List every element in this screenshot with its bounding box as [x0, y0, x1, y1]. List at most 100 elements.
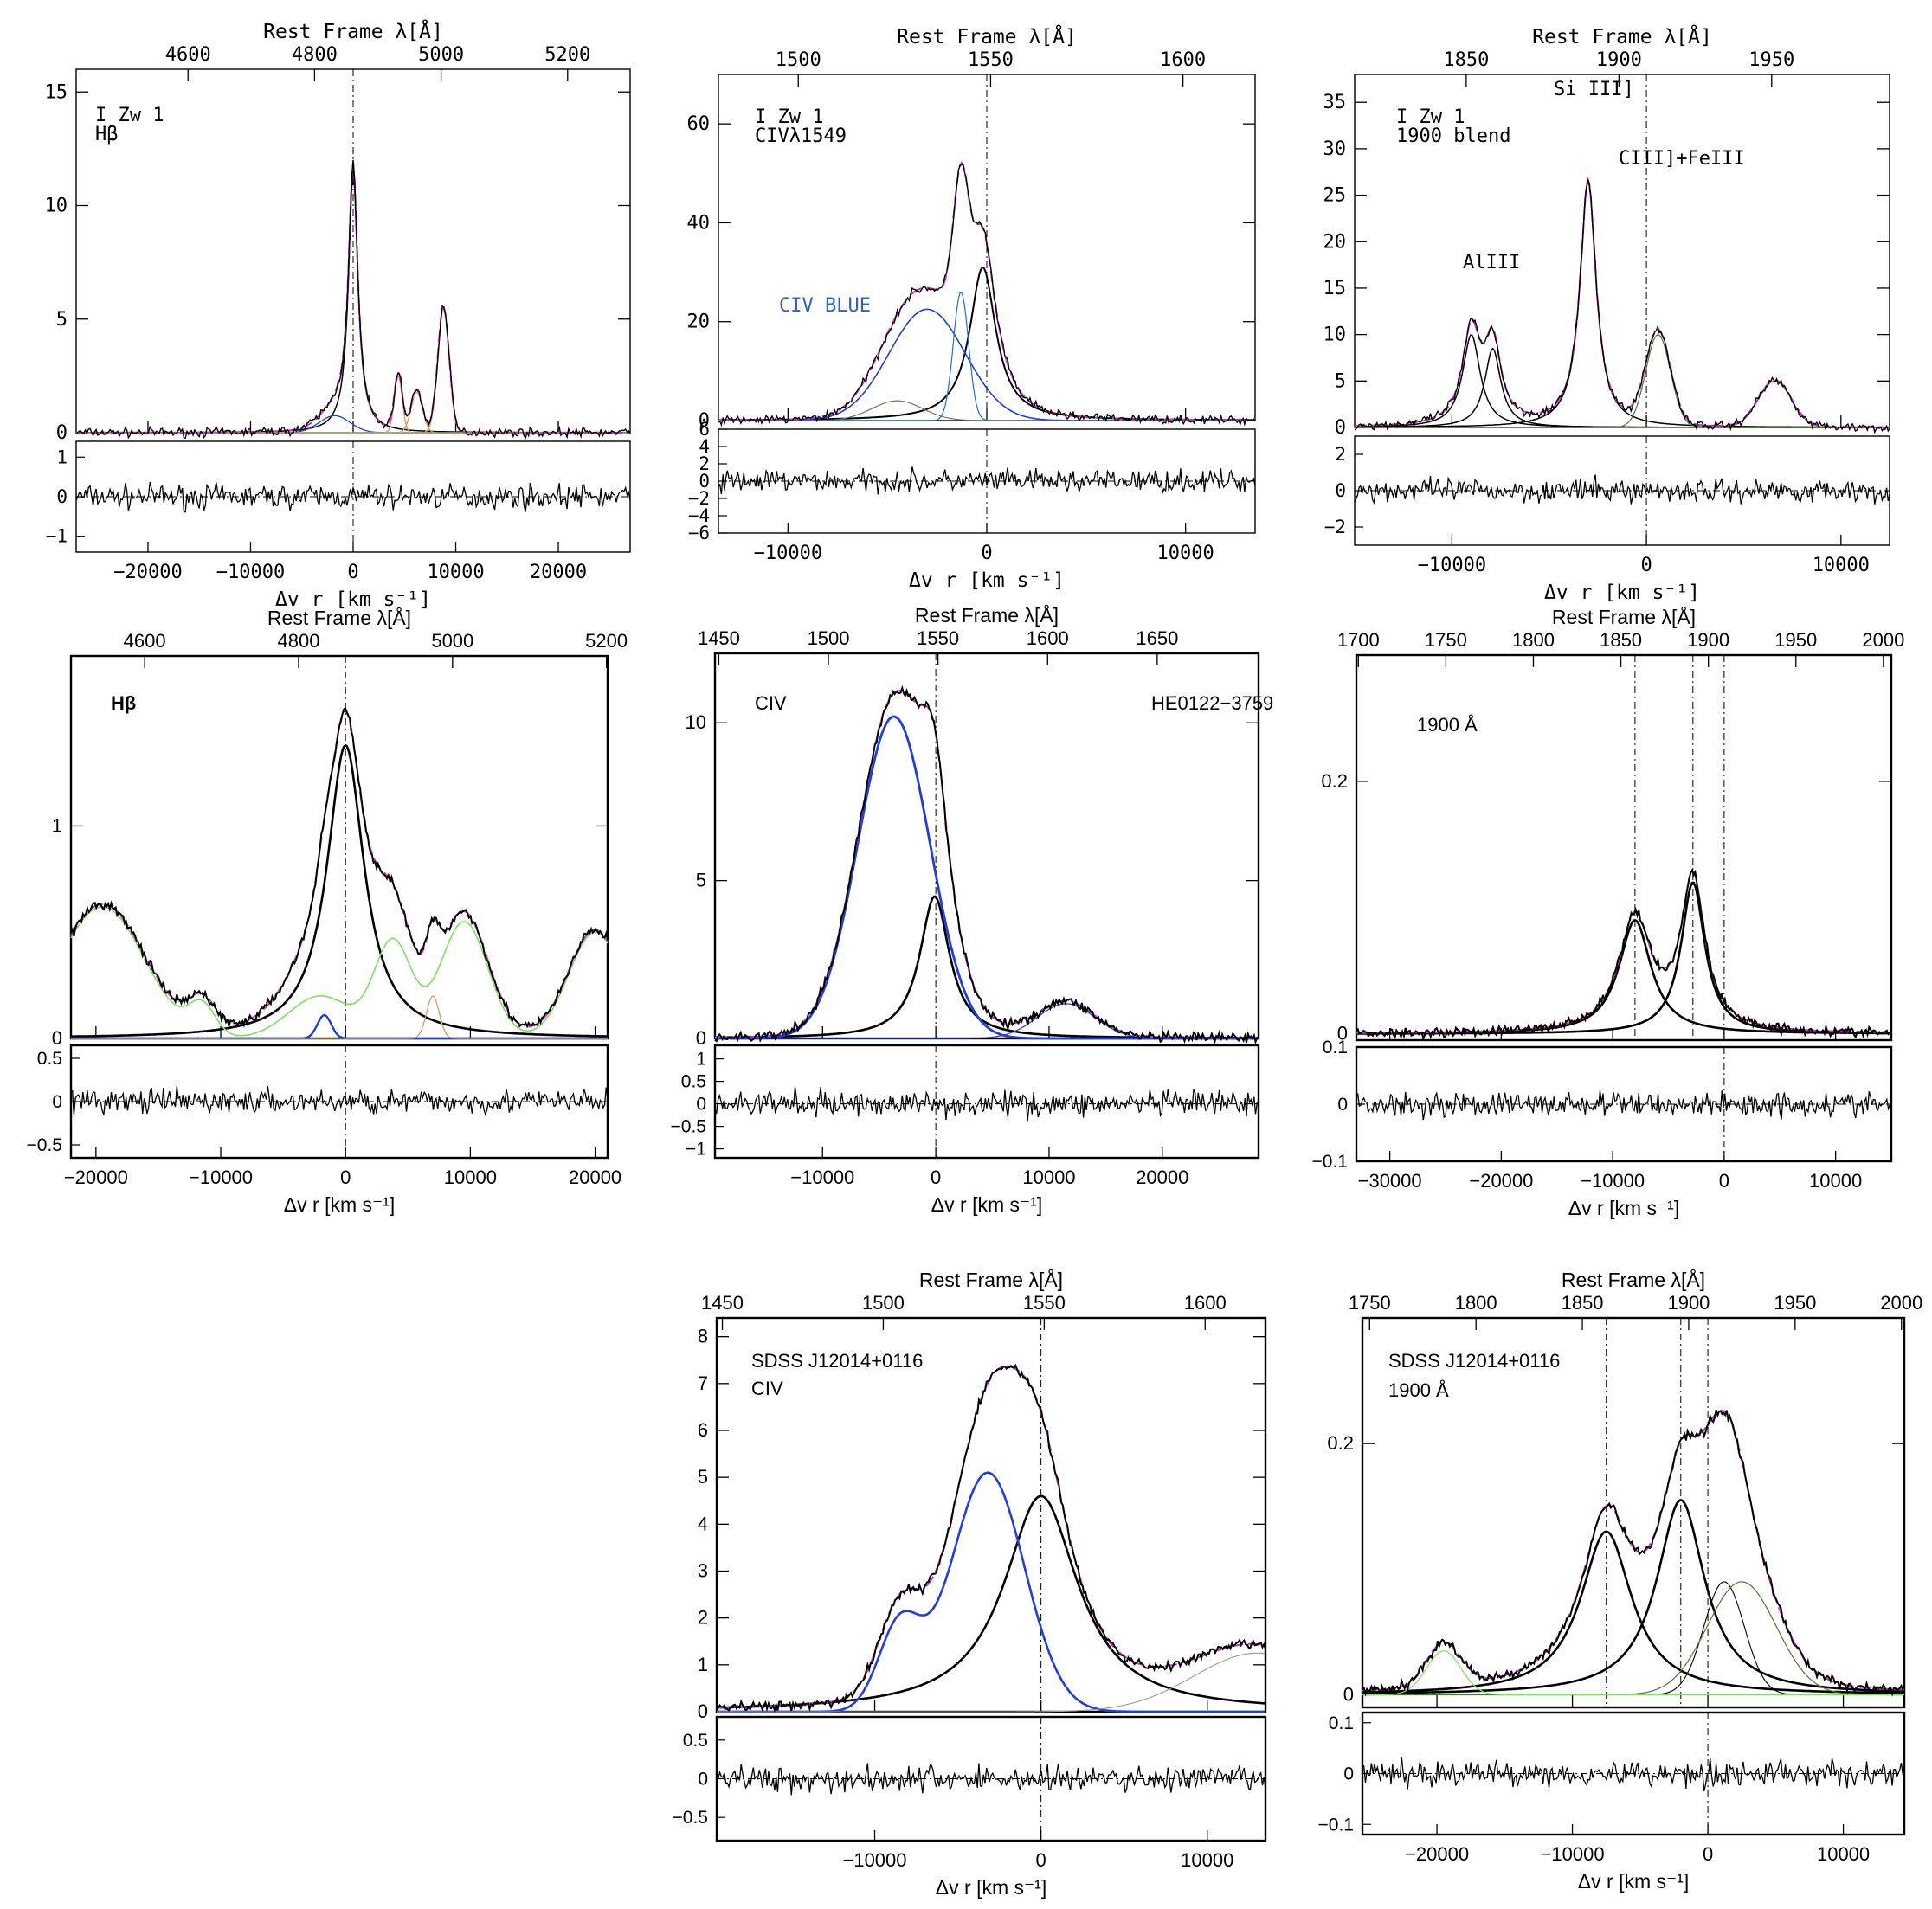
observed-spectrum: [714, 685, 1259, 1045]
main-frame: [69, 654, 609, 1040]
observed-spectrum: [1356, 868, 1892, 1042]
res-tick-label: 0: [1343, 1764, 1354, 1784]
y-tick-label: 20: [687, 312, 711, 333]
x-tick-label: 0: [1036, 1849, 1046, 1871]
annotation: SDSS J12014+0116: [751, 1350, 923, 1372]
top-tick-label: 1950: [1774, 1292, 1816, 1314]
x-tick-label: −10000: [842, 1849, 906, 1871]
annotation: 1900 Å: [1388, 1379, 1449, 1401]
y-tick-label: 10: [686, 711, 706, 733]
res-tick-label: 0: [52, 1092, 62, 1112]
panel-p8: −20000 −10000 0 10000 1750 1800 1850 1900 1950 20…: [1318, 1268, 1923, 1893]
x-tick-label: −30000: [1358, 1170, 1422, 1192]
residual-frame: [713, 1044, 1260, 1160]
bottom-axis-title: Δv r [km s⁻¹]: [1578, 1870, 1689, 1893]
top-tick-label: 5200: [585, 630, 628, 652]
res-tick-label: −1: [46, 526, 68, 547]
x-tick-label: 0: [1640, 555, 1652, 576]
observed-spectrum: [718, 162, 1256, 427]
res-tick-label: 0.5: [37, 1049, 62, 1069]
annotation: I Zw 1: [755, 106, 823, 128]
y-tick-label: 0: [699, 410, 710, 432]
component-aliii: [1362, 1530, 1904, 1694]
y-tick-label: 10: [45, 196, 68, 217]
x-tick-label: 0: [340, 1167, 351, 1188]
y-tick-label: 0: [1337, 1023, 1348, 1044]
x-tick-label: −10000: [790, 1167, 854, 1188]
top-tick-label: 1550: [968, 49, 1014, 71]
res-tick-label: 0.5: [681, 1072, 706, 1092]
res-tick-label: 0: [1335, 480, 1346, 501]
observed-spectrum: [70, 706, 609, 1030]
residual-spectrum: [1354, 474, 1890, 505]
top-tick-label: 1900: [1596, 49, 1642, 71]
y-tick-label: 2: [698, 1607, 708, 1629]
y-tick-label: 1: [698, 1654, 708, 1675]
residual-spectrum: [70, 1085, 609, 1116]
residual-spectrum: [714, 1086, 1259, 1122]
y-tick-label: 1: [52, 814, 62, 836]
main-frame: [1355, 653, 1893, 1042]
top-tick-label: 1900: [1667, 1292, 1710, 1314]
top-tick-label: 4600: [165, 44, 211, 66]
y-tick-label: 15: [1323, 278, 1347, 299]
residual-spectrum: [716, 1763, 1266, 1796]
top-axis-title: Rest Frame λ[Å]: [915, 603, 1059, 627]
model-fit: [715, 689, 1259, 1039]
model-fit: [1354, 176, 1890, 428]
x-tick-label: 0: [1719, 1170, 1729, 1192]
top-axis-title: Rest Frame λ[Å]: [1562, 1268, 1705, 1291]
model-fit: [1362, 1410, 1905, 1692]
x-tick-label: −10000: [216, 562, 285, 583]
panel-p1: −20000 −10000 0 10000 20000 4600 4800 5000 5200 R…: [45, 19, 631, 611]
y-tick-label: 5: [1335, 370, 1346, 392]
x-tick-label: −10000: [1581, 1170, 1645, 1192]
component-heii: [717, 1652, 1266, 1713]
component-siiii-: [1362, 1499, 1904, 1694]
res-tick-label: 2: [1335, 444, 1346, 465]
res-tick-label: 4: [699, 436, 710, 457]
y-tick-label: 0.2: [1321, 770, 1348, 792]
res-tick-label: 6: [699, 419, 710, 440]
res-tick-label: 2: [699, 453, 710, 474]
top-tick-label: 1750: [1349, 1292, 1391, 1314]
y-tick-label: 35: [1323, 92, 1347, 113]
panel-p6: −30000 −20000 −10000 0 10000 1700 1750 1800 1850…: [1312, 605, 1905, 1219]
y-tick-label: 5: [56, 309, 68, 331]
top-axis-title: Rest Frame λ[Å]: [919, 1268, 1063, 1291]
top-tick-label: 5000: [431, 630, 473, 652]
y-tick-label: 0: [696, 1027, 706, 1049]
top-tick-label: 2000: [1862, 629, 1904, 651]
res-tick-label: −0.5: [27, 1135, 62, 1155]
top-tick-label: 1600: [1027, 627, 1069, 649]
x-tick-label: 0: [931, 1167, 941, 1188]
annotation: CIV: [755, 692, 787, 714]
y-tick-label: 4: [698, 1513, 708, 1534]
top-tick-label: 5200: [544, 44, 590, 66]
res-tick-label: 0: [1337, 1095, 1348, 1115]
res-tick-label: −2: [688, 488, 710, 509]
x-tick-label: 20000: [530, 562, 587, 583]
res-tick-label: 0: [698, 1770, 708, 1790]
y-tick-label: 0: [56, 422, 68, 444]
x-tick-label: 20000: [569, 1167, 621, 1188]
res-tick-label: 0.5: [683, 1731, 708, 1751]
y-tick-label: 0: [1343, 1683, 1354, 1705]
x-tick-label: 10000: [1817, 1843, 1870, 1865]
top-tick-label: 1500: [776, 49, 821, 71]
annotation: Hβ: [95, 124, 119, 145]
y-tick-label: 0: [52, 1027, 62, 1049]
x-tick-label: 0: [1703, 1843, 1713, 1865]
annotation: 1900 Å: [1417, 714, 1478, 736]
x-tick-label: −10000: [189, 1167, 253, 1188]
y-tick-label: 10: [1323, 325, 1347, 346]
annotation: Si III]: [1554, 79, 1634, 100]
top-tick-label: 1650: [1136, 627, 1178, 649]
x-tick-label: 10000: [1022, 1167, 1075, 1188]
observed-spectrum: [1354, 179, 1890, 434]
component-bc: [715, 895, 1259, 1039]
res-tick-label: −0.1: [1318, 1815, 1354, 1835]
res-tick-label: 1: [696, 1050, 706, 1070]
